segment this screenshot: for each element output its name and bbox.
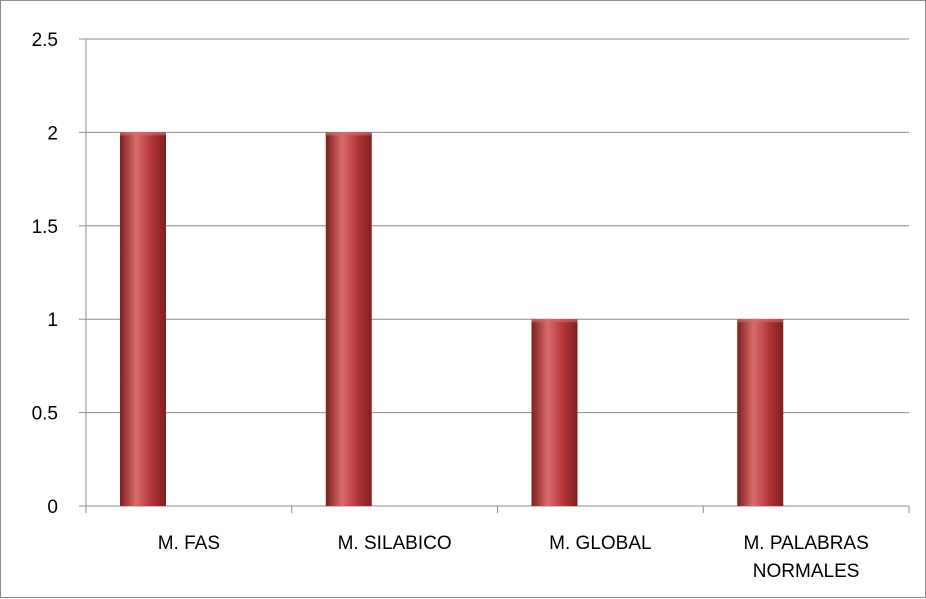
- x-category-label: M. PALABRAS: [743, 533, 868, 554]
- x-category-label: M. GLOBAL: [549, 533, 651, 554]
- y-tick-label: 1.5: [32, 217, 58, 238]
- x-axis-category-labels: M. FAS M. SILABICO M. GLOBAL M. PALABRAS NOR…: [158, 533, 869, 582]
- axes: [85, 39, 910, 513]
- bar: [531, 319, 578, 506]
- bar-top-highlight: [120, 132, 166, 136]
- y-tick-label: 2.5: [32, 30, 58, 51]
- y-tick-label: 0: [47, 497, 58, 518]
- x-category-label: M. SILABICO: [338, 533, 452, 554]
- y-tick-label: 1: [47, 310, 58, 331]
- y-tick-label: 2: [47, 123, 58, 144]
- bar: [120, 132, 166, 506]
- bar: [737, 319, 784, 506]
- gridlines: [79, 38, 909, 507]
- y-tick-label: 0.5: [32, 404, 58, 425]
- bar-top-highlight: [325, 132, 372, 136]
- x-category-label: M. FAS: [158, 533, 220, 554]
- bar: [325, 132, 372, 506]
- bars: [120, 132, 784, 506]
- bar-top-highlight: [531, 319, 578, 323]
- bar-top-highlight: [737, 319, 784, 323]
- y-axis-tick-labels: 0 0.5 1 1.5 2 2.5: [32, 30, 58, 518]
- x-category-label: NORMALES: [753, 561, 860, 582]
